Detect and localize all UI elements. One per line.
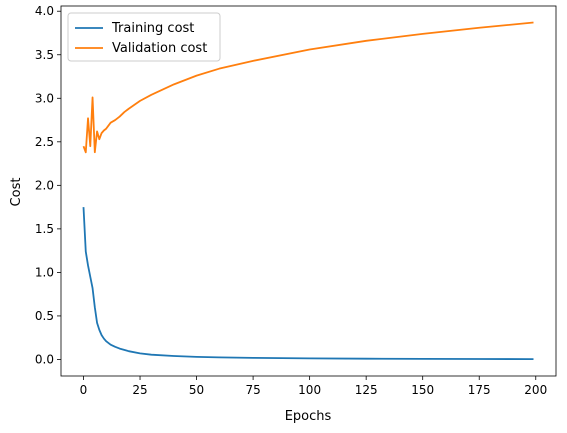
- y-axis-ticks: 0.0 0.5 1.0 1.5 2.0 2.5 3.0 3.5 4.0: [35, 4, 61, 366]
- x-tick-label: 0: [80, 383, 88, 397]
- y-tick-label: 1.0: [35, 265, 54, 279]
- validation-cost-line: [82, 21, 534, 154]
- training-cost-line: [82, 207, 534, 361]
- x-tick-label: 125: [355, 383, 378, 397]
- plot-area: [60, 5, 557, 377]
- y-tick-label: 3.5: [35, 48, 54, 62]
- legend-label-training: Training cost: [111, 21, 194, 36]
- legend: Training cost Validation cost: [67, 12, 221, 62]
- y-tick-label: 3.0: [35, 91, 54, 105]
- legend-label-validation: Validation cost: [112, 41, 207, 56]
- x-tick-label: 75: [245, 383, 260, 397]
- x-tick-label: 25: [132, 383, 147, 397]
- y-axis-title: Cost: [9, 178, 24, 207]
- y-tick-label: 2.0: [35, 178, 54, 192]
- x-tick-label: 100: [298, 383, 321, 397]
- y-tick-label: 1.5: [35, 222, 54, 236]
- x-tick-label: 175: [468, 383, 491, 397]
- series-layer: [82, 21, 534, 361]
- y-tick-label: 4.0: [35, 4, 54, 18]
- x-tick-label: 200: [524, 383, 547, 397]
- legend-box: [67, 12, 221, 62]
- x-axis-ticks: 0 25 50 75 100 125 150 175 200: [80, 376, 547, 397]
- x-tick-label: 50: [189, 383, 204, 397]
- x-axis-title: Epochs: [285, 409, 332, 424]
- y-tick-label: 0.5: [35, 309, 54, 323]
- y-tick-label: 2.5: [35, 135, 54, 149]
- y-tick-label: 0.0: [35, 352, 54, 366]
- x-tick-label: 150: [411, 383, 434, 397]
